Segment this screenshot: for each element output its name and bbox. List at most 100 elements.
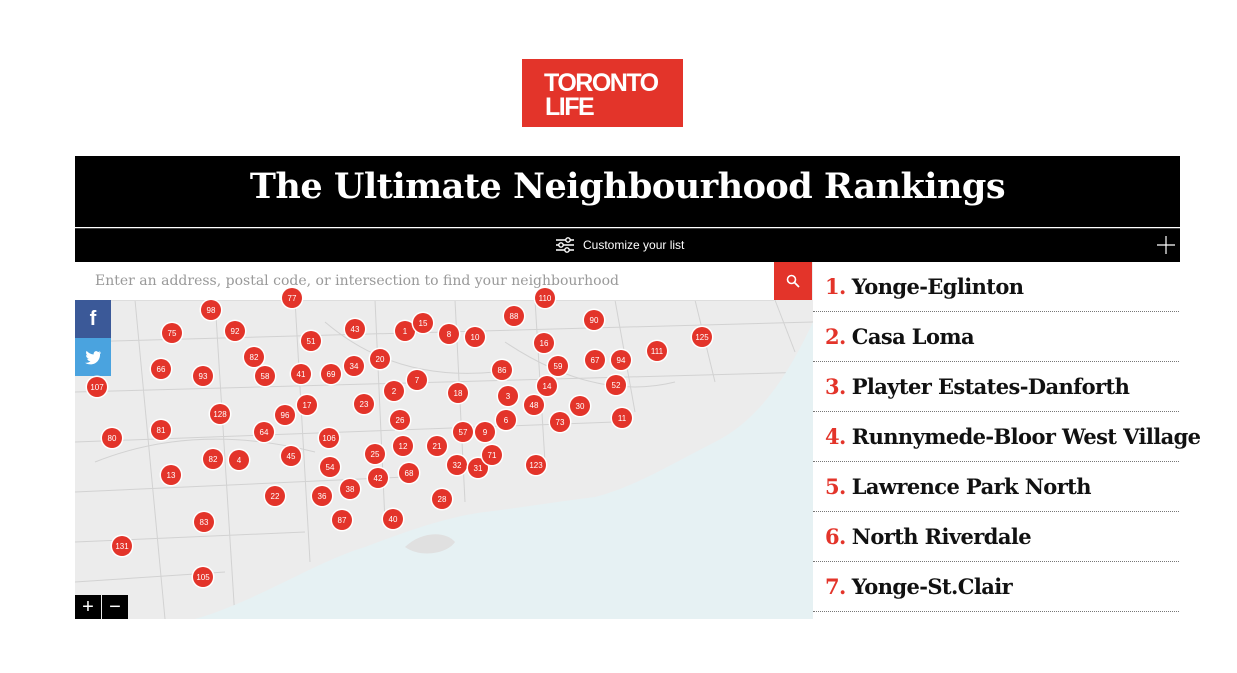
neighbourhood-marker[interactable]: 83 bbox=[194, 512, 214, 532]
neighbourhood-marker[interactable]: 105 bbox=[193, 567, 213, 587]
neighbourhood-marker[interactable]: 67 bbox=[585, 350, 605, 370]
neighbourhood-marker[interactable]: 52 bbox=[606, 375, 626, 395]
neighbourhood-marker[interactable]: 13 bbox=[161, 465, 181, 485]
ranking-item[interactable]: 1. Yonge-Eglinton bbox=[813, 262, 1179, 312]
neighbourhood-marker[interactable]: 82 bbox=[203, 449, 223, 469]
neighbourhood-marker[interactable]: 107 bbox=[87, 377, 107, 397]
neighbourhood-marker[interactable]: 98 bbox=[201, 300, 221, 320]
neighbourhood-marker[interactable]: 21 bbox=[427, 436, 447, 456]
neighbourhood-marker[interactable]: 69 bbox=[321, 364, 341, 384]
neighbourhood-marker[interactable]: 66 bbox=[151, 359, 171, 379]
neighbourhood-marker[interactable]: 86 bbox=[492, 360, 512, 380]
search-button[interactable] bbox=[774, 262, 812, 300]
neighbourhood-marker[interactable]: 38 bbox=[340, 479, 360, 499]
search-input[interactable] bbox=[75, 262, 777, 300]
logo-line-1: TORONTO bbox=[544, 69, 659, 97]
neighbourhood-marker[interactable]: 45 bbox=[281, 446, 301, 466]
plus-icon[interactable] bbox=[1156, 235, 1176, 255]
neighbourhood-name: North Riverdale bbox=[851, 524, 1032, 549]
neighbourhood-marker[interactable]: 87 bbox=[332, 510, 352, 530]
neighbourhood-marker[interactable]: 80 bbox=[102, 428, 122, 448]
neighbourhood-marker[interactable]: 73 bbox=[550, 412, 570, 432]
neighbourhood-marker[interactable]: 22 bbox=[265, 486, 285, 506]
neighbourhood-marker[interactable]: 92 bbox=[225, 321, 245, 341]
neighbourhood-marker[interactable]: 111 bbox=[647, 341, 667, 361]
ranking-item[interactable]: 3. Playter Estates-Danforth bbox=[813, 362, 1179, 412]
neighbourhood-marker[interactable]: 9 bbox=[475, 422, 495, 442]
neighbourhood-map[interactable]: f 98759251431158108890125826693584169342… bbox=[75, 262, 813, 619]
neighbourhood-marker[interactable]: 32 bbox=[447, 455, 467, 475]
neighbourhood-marker[interactable]: 28 bbox=[432, 489, 452, 509]
neighbourhood-marker[interactable]: 81 bbox=[151, 420, 171, 440]
twitter-share-button[interactable] bbox=[75, 338, 111, 376]
title-banner: The Ultimate Neighbourhood Rankings bbox=[75, 156, 1180, 227]
customize-button[interactable]: Customize your list bbox=[555, 237, 684, 253]
neighbourhood-marker[interactable]: 1 bbox=[395, 321, 415, 341]
neighbourhood-marker[interactable]: 58 bbox=[255, 366, 275, 386]
neighbourhood-marker[interactable]: 6 bbox=[496, 410, 516, 430]
neighbourhood-marker[interactable]: 51 bbox=[301, 331, 321, 351]
neighbourhood-marker[interactable]: 10 bbox=[465, 327, 485, 347]
rank-number: 1. bbox=[825, 274, 846, 299]
neighbourhood-marker[interactable]: 88 bbox=[504, 306, 524, 326]
ranking-item[interactable]: 5. Lawrence Park North bbox=[813, 462, 1179, 512]
neighbourhood-marker[interactable]: 54 bbox=[320, 457, 340, 477]
neighbourhood-name: Yonge-Eglinton bbox=[851, 274, 1024, 299]
zoom-in-button[interactable]: + bbox=[75, 595, 101, 619]
neighbourhood-marker[interactable]: 11 bbox=[612, 408, 632, 428]
neighbourhood-marker[interactable]: 128 bbox=[210, 404, 230, 424]
neighbourhood-marker[interactable]: 64 bbox=[254, 422, 274, 442]
neighbourhood-marker[interactable]: 48 bbox=[524, 395, 544, 415]
ranking-item[interactable]: 7. Yonge-St.Clair bbox=[813, 562, 1179, 612]
neighbourhood-marker[interactable]: 42 bbox=[368, 468, 388, 488]
neighbourhood-marker[interactable]: 96 bbox=[275, 405, 295, 425]
neighbourhood-marker[interactable]: 68 bbox=[399, 463, 419, 483]
neighbourhood-marker[interactable]: 41 bbox=[291, 364, 311, 384]
neighbourhood-marker[interactable]: 17 bbox=[297, 395, 317, 415]
neighbourhood-marker[interactable]: 26 bbox=[390, 410, 410, 430]
rank-number: 3. bbox=[825, 374, 846, 399]
neighbourhood-marker[interactable]: 43 bbox=[345, 319, 365, 339]
neighbourhood-marker[interactable]: 12 bbox=[393, 436, 413, 456]
neighbourhood-marker[interactable]: 40 bbox=[383, 509, 403, 529]
ranking-item[interactable]: 4. Runnymede-Bloor West Village bbox=[813, 412, 1201, 462]
neighbourhood-marker[interactable]: 125 bbox=[692, 327, 712, 347]
ranking-item[interactable]: 6. North Riverdale bbox=[813, 512, 1179, 562]
neighbourhood-marker[interactable]: 16 bbox=[534, 333, 554, 353]
neighbourhood-marker[interactable]: 59 bbox=[548, 356, 568, 376]
neighbourhood-marker[interactable]: 106 bbox=[319, 428, 339, 448]
neighbourhood-marker[interactable]: 15 bbox=[413, 313, 433, 333]
neighbourhood-marker[interactable]: 77 bbox=[282, 288, 302, 308]
neighbourhood-marker[interactable]: 18 bbox=[448, 383, 468, 403]
ranking-item[interactable]: 2. Casa Loma bbox=[813, 312, 1179, 362]
neighbourhood-marker[interactable]: 71 bbox=[482, 445, 502, 465]
neighbourhood-marker[interactable]: 82 bbox=[244, 347, 264, 367]
neighbourhood-marker[interactable]: 14 bbox=[537, 376, 557, 396]
toronto-life-logo[interactable]: TORONTO LIFE bbox=[522, 59, 683, 127]
neighbourhood-marker[interactable]: 2 bbox=[384, 381, 404, 401]
neighbourhood-marker[interactable]: 34 bbox=[344, 356, 364, 376]
neighbourhood-marker[interactable]: 75 bbox=[162, 323, 182, 343]
neighbourhood-marker[interactable]: 3 bbox=[498, 386, 518, 406]
neighbourhood-marker[interactable]: 57 bbox=[453, 422, 473, 442]
neighbourhood-marker[interactable]: 110 bbox=[535, 288, 555, 308]
neighbourhood-marker[interactable]: 8 bbox=[439, 324, 459, 344]
neighbourhood-marker[interactable]: 7 bbox=[407, 370, 427, 390]
neighbourhood-marker[interactable]: 36 bbox=[312, 486, 332, 506]
neighbourhood-marker[interactable]: 131 bbox=[112, 536, 132, 556]
neighbourhood-marker[interactable]: 90 bbox=[584, 310, 604, 330]
neighbourhood-marker[interactable]: 93 bbox=[193, 366, 213, 386]
neighbourhood-marker[interactable]: 31 bbox=[468, 458, 488, 478]
neighbourhood-marker[interactable]: 25 bbox=[365, 444, 385, 464]
neighbourhood-marker[interactable]: 4 bbox=[229, 450, 249, 470]
neighbourhood-marker[interactable]: 30 bbox=[570, 396, 590, 416]
rank-number: 2. bbox=[825, 324, 846, 349]
facebook-share-button[interactable]: f bbox=[75, 300, 111, 338]
neighbourhood-marker[interactable]: 123 bbox=[526, 455, 546, 475]
zoom-out-button[interactable]: − bbox=[102, 595, 128, 619]
neighbourhood-marker[interactable]: 94 bbox=[611, 350, 631, 370]
customize-label: Customize your list bbox=[583, 238, 685, 252]
neighbourhood-marker[interactable]: 20 bbox=[370, 349, 390, 369]
neighbourhood-marker[interactable]: 23 bbox=[354, 394, 374, 414]
zoom-controls: + − bbox=[75, 595, 129, 619]
